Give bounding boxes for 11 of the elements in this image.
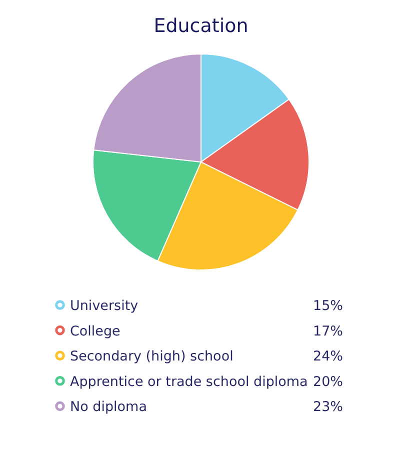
legend-label: No diploma bbox=[70, 399, 147, 416]
legend-label: College bbox=[70, 323, 120, 340]
legend-label: Secondary (high) school bbox=[70, 348, 234, 365]
legend-label: University bbox=[70, 298, 138, 314]
legend-label: Apprentice or trade school diploma bbox=[70, 374, 308, 390]
data-label: 23% bbox=[312, 399, 344, 416]
chart-title: Education bbox=[154, 15, 248, 37]
data-label: 24% bbox=[312, 348, 344, 365]
data-label: 20% bbox=[312, 374, 344, 390]
data-label: 15% bbox=[312, 298, 344, 314]
data-label: 17% bbox=[312, 323, 344, 340]
